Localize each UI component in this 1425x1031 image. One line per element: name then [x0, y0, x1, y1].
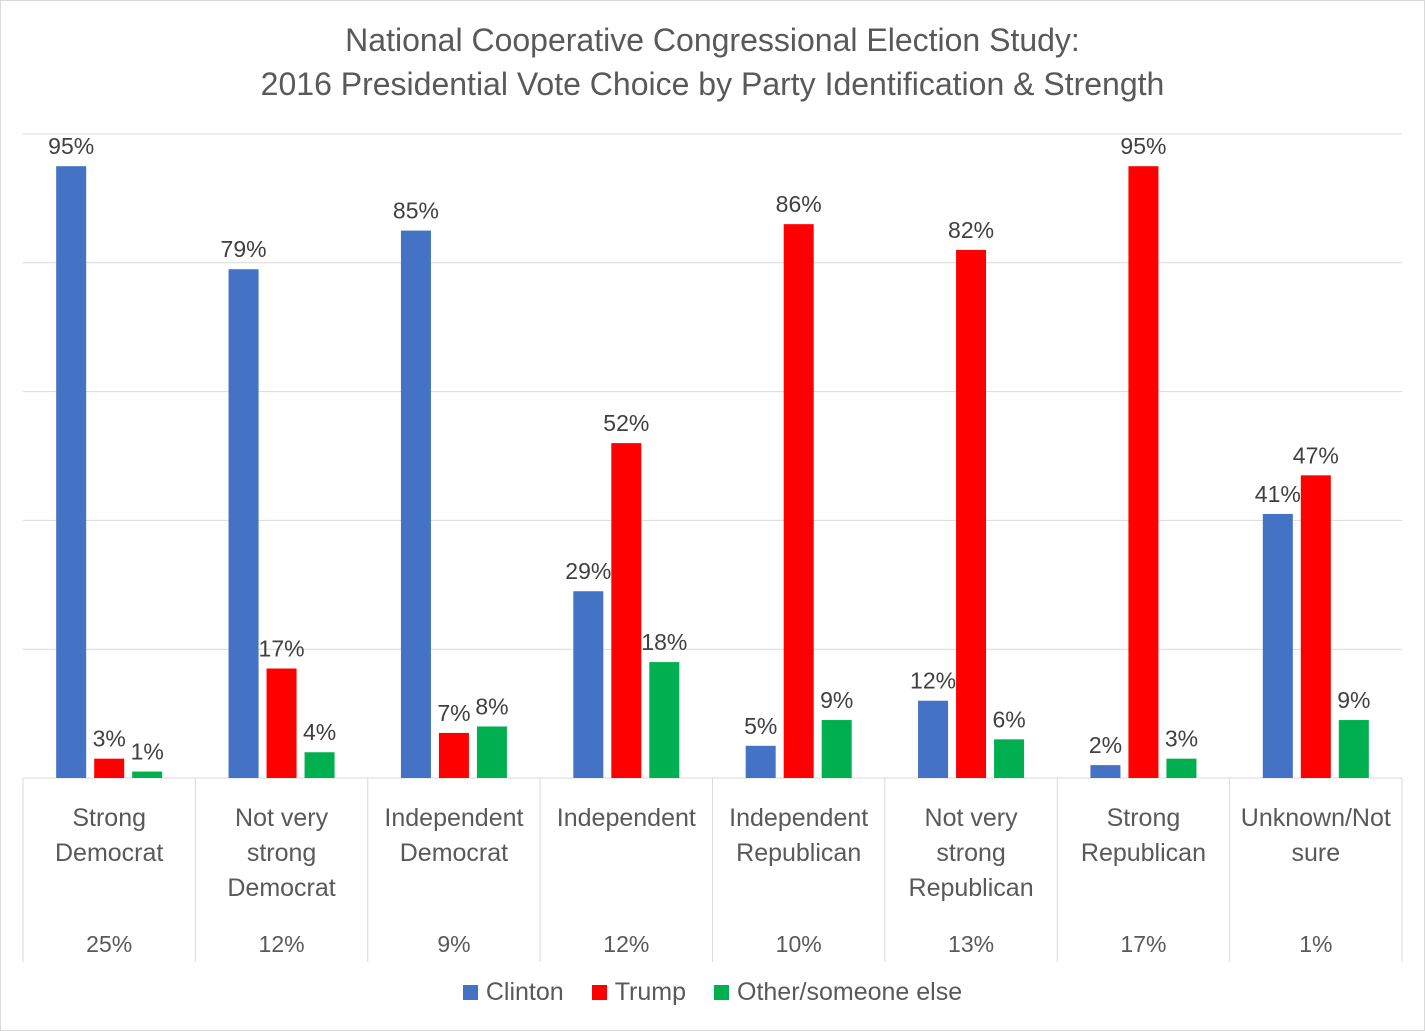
legend-label: Trump	[614, 978, 686, 1006]
data-label: 95%	[48, 133, 94, 159]
data-label: 12%	[910, 668, 956, 694]
legend-label: Clinton	[485, 978, 564, 1006]
category-label: Not very	[925, 804, 1019, 832]
data-label: 9%	[1337, 687, 1370, 713]
data-label: 79%	[221, 236, 267, 262]
legend-item: Other/someone else	[714, 978, 962, 1007]
category-label: Strong	[1107, 804, 1181, 832]
data-label: 82%	[948, 217, 994, 243]
bar-clinton-7	[1262, 513, 1293, 778]
legend-swatch	[591, 985, 607, 1000]
category-label: Independent	[384, 804, 523, 832]
bar-clinton-0	[56, 166, 87, 778]
data-label: 7%	[437, 700, 470, 726]
bar-trump-4	[783, 224, 814, 778]
chart-subtitle: 2016 Presidential Vote Choice by Party I…	[260, 66, 1165, 102]
data-label: 85%	[393, 198, 439, 224]
data-label: 4%	[303, 719, 336, 745]
category-label: Democrat	[55, 839, 163, 867]
data-label: 41%	[1255, 481, 1301, 507]
data-label: 3%	[93, 726, 126, 752]
bar-trump-7	[1300, 475, 1331, 778]
data-label: 5%	[744, 713, 777, 739]
legend: Clinton Trump Other/someone else	[0, 978, 1425, 1007]
category-share: 10%	[776, 931, 822, 957]
data-label: 17%	[259, 636, 305, 662]
data-label: 18%	[641, 629, 687, 655]
category-share: 12%	[603, 931, 649, 957]
bar-trump-5	[956, 249, 987, 779]
category-label: Independent	[729, 804, 868, 832]
data-label: 95%	[1120, 133, 1166, 159]
bar-other-someone-else-6	[1166, 758, 1197, 778]
bar-other-someone-else-2	[476, 726, 507, 778]
bar-clinton-1	[228, 269, 259, 778]
bar-trump-2	[438, 732, 469, 778]
data-label: 47%	[1293, 442, 1339, 468]
category-share: 9%	[437, 931, 470, 957]
category-share: 13%	[948, 931, 994, 957]
bar-clinton-3	[573, 591, 604, 778]
legend-swatch	[714, 985, 729, 1000]
bar-trump-6	[1128, 166, 1159, 778]
bar-other-someone-else-3	[649, 662, 680, 778]
bar-other-someone-else-1	[304, 752, 335, 778]
category-label: sure	[1291, 839, 1340, 867]
category-label: strong	[247, 839, 316, 867]
bar-trump-0	[94, 758, 125, 778]
bar-clinton-4	[745, 745, 776, 778]
category-label: Democrat	[227, 874, 335, 902]
bar-clinton-2	[400, 230, 431, 779]
category-label: Republican	[1081, 839, 1206, 867]
bar-trump-3	[611, 443, 642, 778]
category-label: Not very	[235, 804, 329, 832]
data-label: 8%	[475, 693, 508, 719]
category-label: Democrat	[400, 839, 508, 867]
bar-clinton-5	[918, 700, 949, 778]
data-label: 2%	[1089, 732, 1122, 758]
category-share: 12%	[259, 931, 305, 957]
data-label: 6%	[992, 706, 1025, 732]
category-label: Republican	[909, 874, 1034, 902]
category-label: Republican	[736, 839, 861, 867]
category-share: 17%	[1120, 931, 1166, 957]
data-label: 3%	[1165, 726, 1198, 752]
category-label: strong	[936, 839, 1005, 867]
category-share: 25%	[86, 931, 132, 957]
bar-other-someone-else-0	[132, 771, 163, 778]
data-label: 52%	[603, 410, 649, 436]
category-share: 1%	[1299, 931, 1332, 957]
bar-clinton-6	[1090, 765, 1121, 778]
bar-other-someone-else-7	[1338, 720, 1369, 778]
category-label: Independent	[557, 804, 696, 832]
bar-other-someone-else-4	[821, 720, 852, 778]
data-label: 1%	[131, 739, 164, 765]
bar-other-someone-else-5	[994, 739, 1025, 778]
data-label: 9%	[820, 687, 853, 713]
data-label: 86%	[776, 191, 822, 217]
legend-item: Clinton	[462, 978, 564, 1007]
legend-label: Other/someone else	[737, 978, 963, 1006]
legend-swatch	[462, 985, 478, 1000]
chart-title: National Cooperative Congressional Elect…	[345, 22, 1080, 58]
data-label: 29%	[565, 558, 611, 584]
category-label: Strong	[72, 804, 146, 832]
legend-item: Trump	[591, 978, 686, 1007]
bar-trump-1	[266, 668, 297, 778]
category-label: Unknown/Not	[1241, 804, 1391, 832]
